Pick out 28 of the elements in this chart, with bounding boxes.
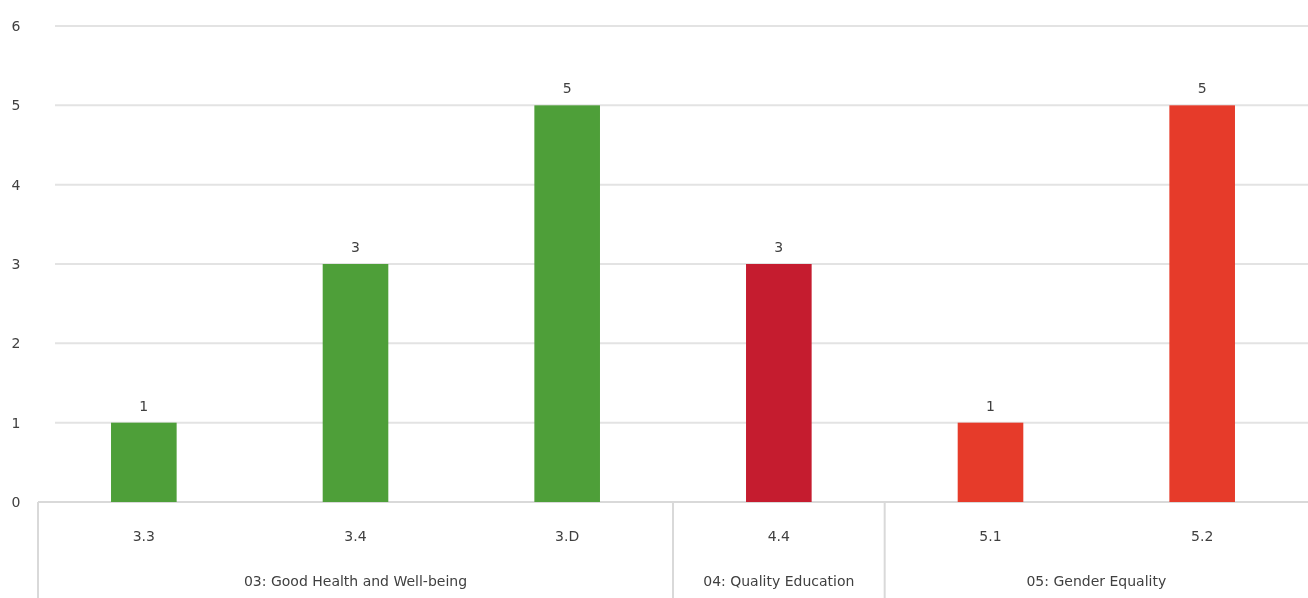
data-label: 1 [986,397,995,414]
data-label: 5 [562,80,572,97]
y-tick-label: 2 [11,335,21,352]
data-label: 1 [139,397,149,414]
x-tick-label: 4.4 [767,528,791,544]
bar [957,422,1024,502]
y-tick-label: 3 [11,255,21,272]
bar [1169,105,1235,502]
text: 03: Good Health and Well-being [243,573,468,589]
text: 04: Quality Education [703,573,855,589]
x-tick-label: 3.4 [344,528,367,544]
data-label: 3 [774,239,784,255]
x-tick-label: 5.1 [979,528,1002,544]
bar [111,422,177,502]
x-tick-label: 5.2 [1191,528,1214,544]
bar [322,264,389,502]
y-tick-label: 5 [11,97,21,114]
text: 05: Gender Equality [1026,573,1167,589]
y-tick-label: 6 [11,17,21,34]
data-label: 5 [1197,80,1207,97]
y-tick-label: 4 [11,176,21,193]
bar [746,264,812,502]
y-tick-label: 1 [11,414,21,431]
x-tick-label: 3.D [555,528,580,544]
bar [534,105,600,502]
y-tick-label: 0 [11,493,21,510]
data-label: 3 [351,239,360,255]
x-tick-label: 3.3 [132,528,155,544]
